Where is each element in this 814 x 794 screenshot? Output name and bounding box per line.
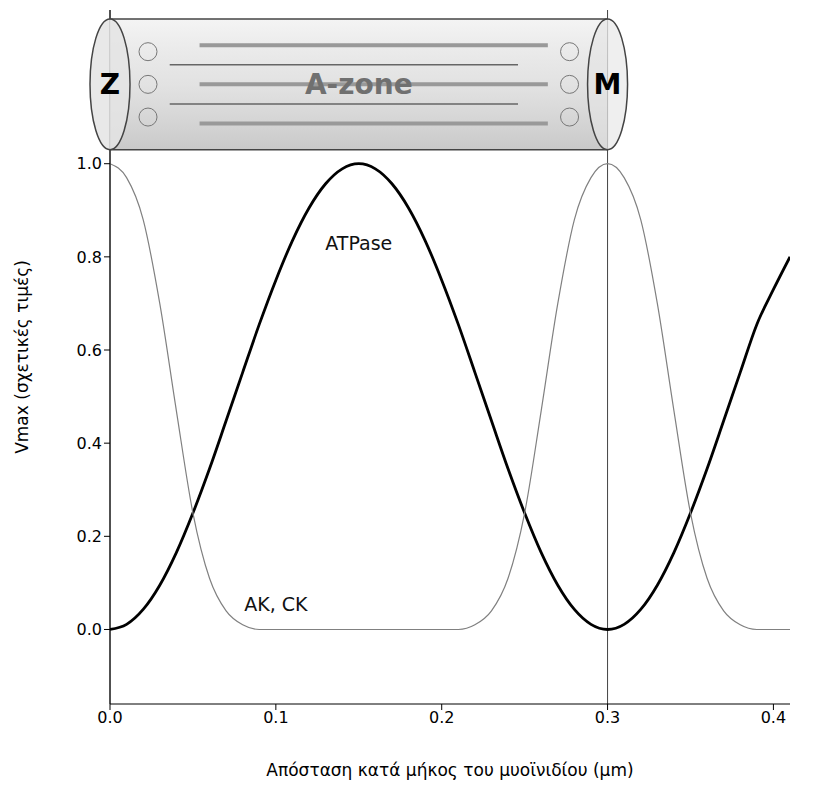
svg-text:0.2: 0.2 <box>77 527 102 546</box>
svg-text:0.8: 0.8 <box>77 248 102 267</box>
svg-text:1.0: 1.0 <box>77 154 102 173</box>
svg-text:Απόσταση κατά μήκος του μυοϊνι: Απόσταση κατά μήκος του μυοϊνιδίου (μm) <box>266 760 633 780</box>
svg-text:ATPase: ATPase <box>325 232 392 254</box>
svg-text:0.1: 0.1 <box>263 708 288 727</box>
svg-text:0.2: 0.2 <box>429 708 454 727</box>
svg-text:0.4: 0.4 <box>761 708 786 727</box>
svg-text:0.0: 0.0 <box>97 708 122 727</box>
svg-text:Z: Z <box>100 68 120 101</box>
svg-text:A-zone: A-zone <box>305 68 413 101</box>
svg-text:0.0: 0.0 <box>77 620 102 639</box>
svg-text:Vmax (σχετικές τιμές): Vmax (σχετικές τιμές) <box>12 260 32 454</box>
svg-text:0.6: 0.6 <box>77 341 102 360</box>
svg-text:0.3: 0.3 <box>595 708 620 727</box>
svg-text:M: M <box>594 68 622 101</box>
svg-text:0.4: 0.4 <box>77 434 102 453</box>
svg-text:AK, CK: AK, CK <box>244 593 308 615</box>
